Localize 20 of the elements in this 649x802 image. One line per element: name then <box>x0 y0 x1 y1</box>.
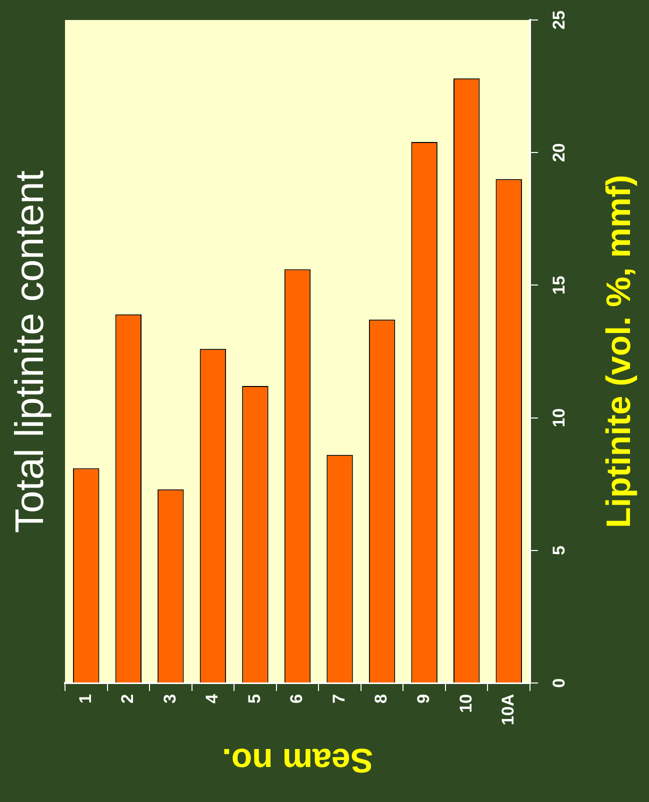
x-tick-label: 10A <box>498 694 518 726</box>
x-tick-label: 6 <box>287 694 306 704</box>
x-tick-label: 3 <box>160 694 180 704</box>
y-axis-title: Liptinite (vol. %, mmf) <box>600 174 639 530</box>
x-axis-title: Seam no. <box>220 740 374 779</box>
y-tick-label: 15 <box>550 276 569 295</box>
y-tick-label: 0 <box>550 678 569 688</box>
x-tick-label: 2 <box>118 694 138 704</box>
x-tick-label: 5 <box>244 694 264 704</box>
x-tick-label: 7 <box>329 694 348 704</box>
x-tick-label: 4 <box>202 693 222 704</box>
x-tick-label: 9 <box>414 694 434 704</box>
y-tick-label: 10 <box>550 408 569 428</box>
y-tick-label: 5 <box>550 546 569 556</box>
x-tick-label: 10 <box>456 694 476 713</box>
x-tick-label: 1 <box>76 694 95 704</box>
x-tick-label: 8 <box>372 694 391 704</box>
text: Total liptinite content <box>8 169 53 535</box>
y-tick-label: 25 <box>550 10 569 30</box>
y-tick-label: 20 <box>550 143 569 162</box>
